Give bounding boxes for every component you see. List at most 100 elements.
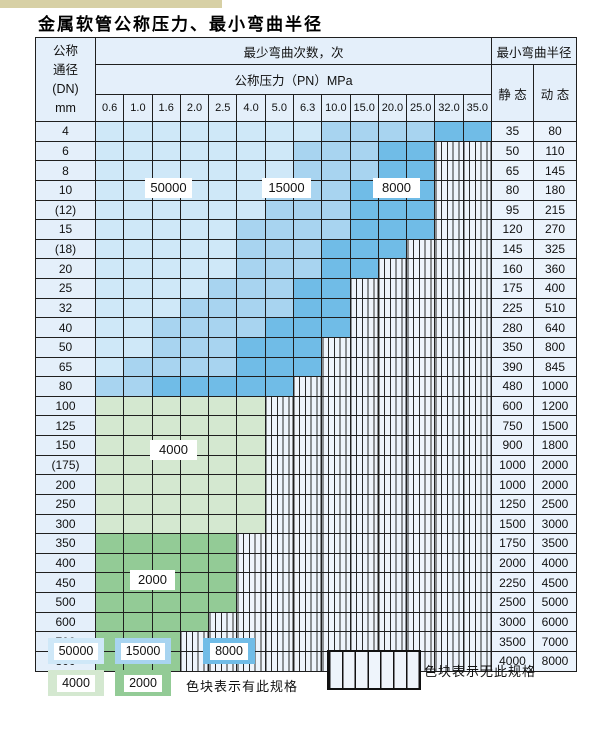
- spec-cell-4000: [94, 513, 125, 535]
- spec-cell-15000: [151, 317, 181, 338]
- spec-cell-4000: [208, 513, 238, 535]
- spec-cell-50000: [179, 258, 210, 279]
- table-row: (12) 95 215: [35, 199, 578, 221]
- no-spec-cell: [292, 513, 323, 535]
- table-row: 350 1750 3500: [35, 533, 578, 554]
- dn-cell: (175): [35, 454, 96, 476]
- no-spec-cell: [434, 278, 464, 299]
- no-spec-cell: [406, 356, 436, 378]
- spec-cell-4000: [179, 513, 210, 535]
- no-spec-cell: [377, 336, 408, 358]
- spec-cell-8000: [321, 297, 351, 319]
- spec-cell-50000: [179, 278, 210, 299]
- no-spec-cell: [321, 572, 351, 593]
- spec-cell-15000: [94, 376, 125, 397]
- no-spec-cell: [349, 611, 379, 633]
- spec-cell-2000: [123, 592, 153, 613]
- no-spec-cell: [264, 513, 294, 535]
- spec-cell-4000: [123, 474, 153, 495]
- no-spec-cell: [264, 435, 294, 456]
- spec-cell-50000: [151, 219, 181, 240]
- no-spec-cell: [377, 435, 408, 456]
- spec-cell-4000: [236, 493, 266, 515]
- spec-cell-2000: [123, 611, 153, 633]
- spec-cell-50000: [208, 219, 238, 240]
- static-value-cell: 900: [490, 435, 534, 456]
- static-value-cell: 3500: [490, 631, 534, 652]
- table-row: 600 3000 6000: [35, 611, 578, 633]
- no-spec-cell: [292, 454, 323, 476]
- dn-cell: 350: [35, 533, 96, 554]
- no-spec-cell: [462, 297, 492, 319]
- dynamic-value-cell: 110: [532, 140, 578, 162]
- spec-cell-4000: [123, 415, 153, 436]
- spec-cell-50000: [94, 199, 125, 221]
- no-spec-cell: [377, 611, 408, 633]
- no-spec-cell: [406, 493, 436, 515]
- no-spec-cell: [377, 474, 408, 495]
- dn-cell: 100: [35, 395, 96, 417]
- legend-swatch-15000-label: 15000: [120, 642, 166, 660]
- no-spec-cell: [406, 592, 436, 613]
- scan-artifact-strip: [0, 0, 222, 8]
- spec-cell-15000: [406, 121, 436, 142]
- no-spec-cell: [321, 474, 351, 495]
- static-value-cell: 80: [490, 179, 534, 201]
- spec-table-wrap: 公称 通径 (DN) mm 最少弯曲次数，次 最小弯曲半径 公称压力（PN）MPa 静…: [35, 37, 578, 672]
- dynamic-value-cell: 4000: [532, 552, 578, 574]
- dn-cell: 65: [35, 356, 96, 378]
- no-spec-cell: [434, 297, 464, 319]
- legend-swatch-15000: 15000: [115, 638, 171, 664]
- table-row: 6 50 110: [35, 140, 578, 162]
- no-spec-cell: [434, 572, 464, 593]
- spec-cell-50000: [151, 297, 181, 319]
- dn-header-line: (DN): [52, 81, 79, 96]
- spec-cell-15000: [292, 199, 323, 221]
- no-spec-cell: [377, 278, 408, 299]
- spec-cell-8000: [292, 356, 323, 378]
- no-spec-cell: [292, 611, 323, 633]
- spec-cell-50000: [208, 179, 238, 201]
- spec-cell-4000: [179, 395, 210, 417]
- no-spec-cell: [321, 513, 351, 535]
- spec-cell-15000: [321, 121, 351, 142]
- static-value-cell: 2250: [490, 572, 534, 593]
- spec-cell-4000: [208, 474, 238, 495]
- spec-cell-50000: [208, 160, 238, 181]
- static-value-cell: 225: [490, 297, 534, 319]
- no-spec-cell: [406, 552, 436, 574]
- pressure-value: 5.0: [264, 94, 294, 122]
- no-spec-cell: [321, 493, 351, 515]
- no-spec-cell: [406, 238, 436, 260]
- no-spec-cell: [434, 238, 464, 260]
- no-spec-cell: [377, 395, 408, 417]
- table-row: 150 900 1800: [35, 435, 578, 456]
- dn-cell: 250: [35, 493, 96, 515]
- spec-cell-15000: [151, 356, 181, 378]
- no-spec-cell: [321, 533, 351, 554]
- no-spec-cell: [236, 533, 266, 554]
- no-spec-cell: [462, 179, 492, 201]
- no-spec-cell: [292, 592, 323, 613]
- no-spec-cell: [349, 533, 379, 554]
- dynamic-value-cell: 270: [532, 219, 578, 240]
- dn-cell: 4: [35, 121, 96, 142]
- dynamic-value-cell: 5000: [532, 592, 578, 613]
- spec-cell-50000: [208, 121, 238, 142]
- spec-cell-15000: [179, 317, 210, 338]
- spec-cell-4000: [94, 435, 125, 456]
- no-spec-cell: [349, 631, 379, 652]
- spec-cell-50000: [151, 278, 181, 299]
- spec-cell-15000: [321, 160, 351, 181]
- spec-cell-4000: [94, 395, 125, 417]
- no-spec-cell: [434, 474, 464, 495]
- spec-cell-8000: [377, 238, 408, 260]
- spec-cell-50000: [236, 140, 266, 162]
- dynamic-value-cell: 325: [532, 238, 578, 260]
- pressure-value: 2.5: [208, 94, 238, 122]
- no-spec-cell: [236, 611, 266, 633]
- no-spec-cell: [462, 435, 492, 456]
- spec-cell-50000: [208, 140, 238, 162]
- no-spec-cell: [349, 592, 379, 613]
- spec-cell-8000: [349, 258, 379, 279]
